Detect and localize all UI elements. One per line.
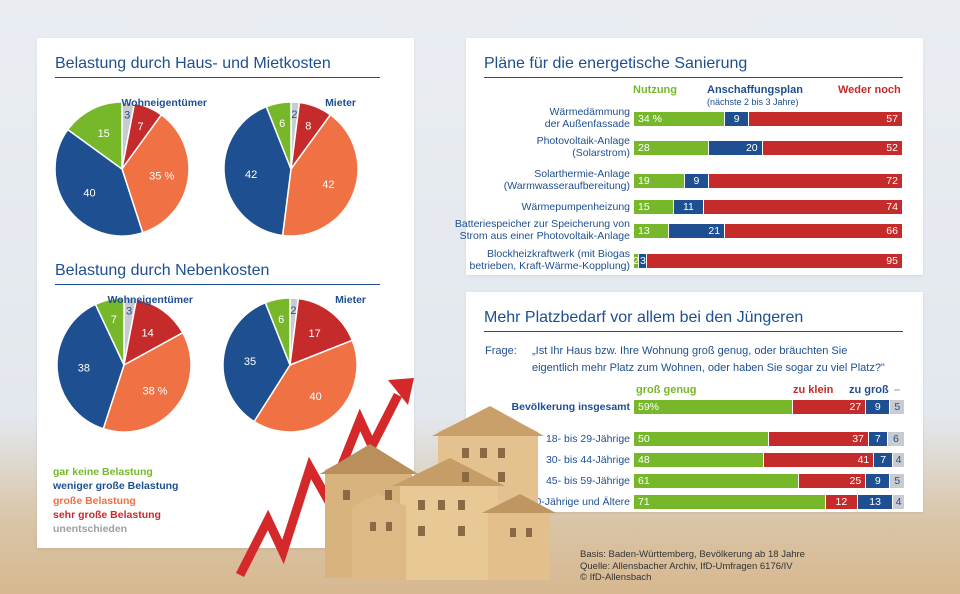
bar-segment: 57 [749, 112, 902, 126]
sanierung-row-label-line: Batteriespeicher zur Speicherung von [454, 218, 630, 230]
bar-segment: 41 [763, 453, 875, 467]
title-haus-mietkosten: Belastung durch Haus- und Mietkosten [55, 55, 380, 78]
bar-segment: 15 [634, 200, 675, 214]
frage-text-line-1: „Ist Ihr Haus bzw. Ihre Wohnung groß gen… [532, 345, 848, 357]
sanierung-bar: 28 20 52 [634, 141, 902, 155]
bar-segment: 19 [634, 174, 685, 188]
pie-legend: gar keine Belastung weniger große Belast… [53, 465, 178, 536]
sanierung-row-label-line: Wärmepumpenheizung [521, 201, 630, 213]
bar-segment: 9 [866, 400, 891, 414]
bar-segment: 66 [725, 224, 902, 238]
bar-segment: 48 [634, 453, 764, 467]
bar-segment: 27 [793, 400, 867, 414]
title-platzbedarf: Mehr Platzbedarf vor allem bei den Jünge… [484, 309, 903, 332]
col-zu-gross: zu groß [849, 384, 889, 396]
sanierung-row-label: Batteriespeicher zur Speicherung von Stro… [440, 218, 630, 242]
sanierung-bar: 15 11 74 [634, 200, 902, 214]
bar-segment: 9 [684, 174, 710, 188]
bar-segment: 7 [868, 432, 888, 446]
footer-notes: Basis: Baden-Württemberg, Bevölkerung ab… [580, 549, 805, 584]
footer-basis: Basis: Baden-Württemberg, Bevölkerung ab… [580, 549, 805, 560]
col-dash: – [894, 384, 901, 396]
bar-segment: 74 [703, 200, 902, 214]
col-weder-noch: Weder noch [838, 84, 901, 96]
bar-segment: 5 [890, 474, 904, 488]
bar-segment: 4 [893, 453, 904, 467]
sanierung-row-label: Blockheizkraftwerk (mit Biogas betrieben,… [440, 248, 631, 272]
legend-sehr-gross: sehr große Belastung [53, 508, 161, 521]
bar-segment: 6 [887, 432, 904, 446]
sanierung-row-label-line: Photovoltaik-Anlage [536, 135, 630, 147]
platz-row-label: 18- bis 29-Jährige [545, 433, 630, 445]
bar-segment: 11 [674, 200, 704, 214]
platz-bar: 61 25 9 5 [634, 474, 904, 488]
bar-segment: 34 % [634, 112, 726, 126]
platz-bar: 71 12 13 4 [634, 495, 904, 509]
legend-weniger-gross: weniger große Belastung [53, 480, 179, 493]
bar-segment: 61 [634, 474, 799, 488]
sanierung-row-label: Wärmepumpenheizung [440, 201, 630, 213]
platz-bar: 59% 27 9 5 [634, 400, 904, 414]
bar-segment: 7 [874, 453, 894, 467]
bar-segment: 25 [798, 474, 867, 488]
bar-segment: 9 [866, 474, 891, 488]
sanierung-bar: 19 9 72 [634, 174, 902, 188]
bar-segment: 95 [647, 254, 902, 268]
sanierung-row-label-line: Solarthermie-Anlage [534, 168, 630, 180]
sanierung-row-label: Wärmedämmung der Außenfassade [440, 106, 630, 130]
legend-unentschieden: unentschieden [53, 523, 128, 536]
bar-segment: 3 [639, 254, 648, 268]
platz-row-label: 60-Jährige und Ältere [529, 496, 630, 508]
platz-row-label: 30- bis 44-Jährige [545, 454, 630, 466]
bar-segment: 28 [634, 141, 710, 155]
col-zu-klein: zu klein [793, 384, 834, 396]
frage-text-line-2: eigentlich mehr Platz zum Wohnen, oder h… [532, 362, 885, 374]
bar-segment: 9 [725, 112, 750, 126]
bar-segment: 59% [634, 400, 794, 414]
sanierung-row-label-line: (Solarstrom) [572, 147, 630, 159]
bar-segment: 2 [633, 254, 640, 268]
bar-segment: 72 [709, 174, 902, 188]
sanierung-row-label-line: (Warmwasseraufbereitung) [503, 180, 630, 192]
sanierung-row-label-line: Wärmedämmung [549, 106, 630, 118]
sanierung-row-label-line: betrieben, Kraft-Wärme-Kopplung) [469, 260, 631, 272]
col-anschaffungsplan-sub: (nächste 2 bis 3 Jahre) [707, 97, 799, 107]
sanierung-bar: 13 21 66 [634, 224, 902, 238]
col-gross-genug: groß genug [636, 384, 697, 396]
col-nutzung: Nutzung [633, 84, 677, 96]
bar-segment: 71 [634, 495, 826, 509]
bar-segment: 4 [893, 495, 904, 509]
sanierung-row-label-line: Blockheizkraftwerk (mit Biogas [487, 248, 630, 260]
frage-text: „Ist Ihr Haus bzw. Ihre Wohnung groß gen… [532, 343, 912, 377]
bar-segment: 13 [634, 224, 669, 238]
bar-segment: 5 [890, 400, 904, 414]
bar-segment: 37 [769, 432, 869, 446]
legend-gar-keine: gar keine Belastung [53, 466, 153, 478]
title-nebenkosten: Belastung durch Nebenkosten [55, 262, 380, 285]
sanierung-row-label: Solarthermie-Anlage (Warmwasseraufbereitu… [440, 168, 630, 192]
sanierung-row-label: Photovoltaik-Anlage (Solarstrom) [440, 135, 630, 159]
sanierung-bar: 2 3 95 [633, 254, 902, 268]
footer-quelle: Quelle: Allensbacher Archiv, IfD-Umfrage… [580, 560, 793, 572]
footer-copyright: © IfD-Allensbach [580, 572, 652, 583]
sanierung-row-label-line: Strom aus einer Photovoltaik-Anlage [459, 230, 630, 242]
platz-bar: 50 37 7 6 [634, 432, 904, 446]
bar-segment: 50 [634, 432, 769, 446]
frage-label: Frage: [485, 345, 517, 357]
sanierung-row-label-line: der Außenfassade [544, 118, 630, 130]
bar-segment: 52 [762, 141, 902, 155]
sanierung-bar: 34 % 9 57 [634, 112, 902, 126]
bar-segment: 12 [825, 495, 859, 509]
bar-segment: 13 [858, 495, 894, 509]
bar-segment: 21 [668, 224, 726, 238]
platz-row-label: 45- bis 59-Jährige [545, 475, 630, 487]
platz-bar: 48 41 7 4 [634, 453, 904, 467]
bar-segment: 20 [709, 141, 763, 155]
platz-row-label: Bevölkerung insgesamt [511, 401, 630, 413]
title-sanierung: Pläne für die energetische Sanierung [484, 55, 903, 78]
legend-grosse: große Belastung [53, 494, 136, 507]
col-anschaffungsplan: Anschaffungsplan [707, 84, 803, 96]
